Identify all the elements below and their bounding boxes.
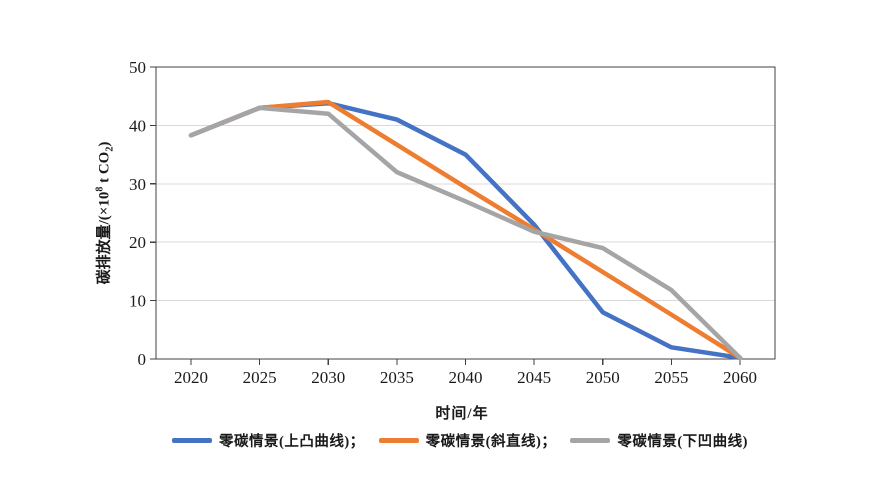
y-axis-title-mid: t CO [96,151,113,187]
x-tick-label: 2040 [449,368,483,387]
y-tick-label: 30 [129,175,146,194]
x-tick-label: 2030 [311,368,345,387]
legend-line-swatch [378,438,419,443]
legend-item: 零碳情景(斜直线)； [378,430,557,451]
y-axis-title-subscript: 2 [104,146,116,152]
y-tick-label: 20 [129,233,146,252]
y-axis-title-suffix: ) [96,141,113,147]
x-tick-label: 2050 [586,368,620,387]
legend-item: 零碳情景(上凸曲线)； [171,430,365,451]
legend-line-swatch [171,438,212,443]
series-line-convex [188,100,743,361]
x-tick-label: 2045 [517,368,551,387]
y-tick-label: 50 [129,58,146,77]
chart-legend: 零碳情景(上凸曲线)； 零碳情景(斜直线)； 零碳情景(下凹曲线) [171,430,748,451]
x-tick-label: 2025 [243,368,277,387]
series-line-straight [188,99,743,361]
y-axis-title-superscript: 8 [94,186,106,192]
legend-label: 零碳情景(斜直线)； [425,434,557,450]
legend-label: 零碳情景(上凸曲线)； [218,434,365,450]
x-tick-label: 2060 [723,368,757,387]
x-axis-title: 时间/年 [435,406,489,422]
y-axis-title-prefix: 碳排放量/(×10 [96,191,113,285]
y-tick-label: 10 [129,292,146,311]
x-tick-label: 2035 [380,368,414,387]
y-tick-label: 40 [129,116,146,135]
legend-line-swatch [570,438,611,443]
series-line-concave [188,105,743,361]
x-tick-label: 2055 [654,368,688,387]
x-tick-label: 2020 [174,368,208,387]
legend-item: 零碳情景(下凹曲线) [570,430,748,451]
y-axis-title: 碳排放量/(×108 t CO2) [93,142,116,285]
y-tick-label: 0 [138,350,147,369]
legend-label: 零碳情景(下凹曲线) [617,434,749,450]
